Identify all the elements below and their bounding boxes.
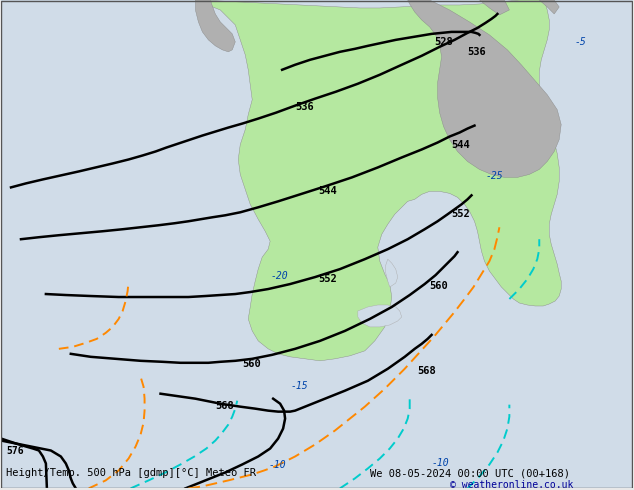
Text: 568: 568 (418, 366, 436, 376)
Text: -25: -25 (486, 172, 503, 181)
Text: -10: -10 (432, 459, 450, 468)
Text: -20: -20 (270, 271, 288, 281)
Text: Height/Temp. 500 hPa [gdmp][°C] Meteo FR: Height/Temp. 500 hPa [gdmp][°C] Meteo FR (6, 468, 256, 478)
Polygon shape (479, 0, 509, 15)
Text: 568: 568 (216, 401, 234, 411)
Polygon shape (408, 0, 561, 177)
Polygon shape (540, 0, 559, 14)
Text: 544: 544 (318, 186, 337, 196)
Text: -15: -15 (290, 381, 307, 391)
Text: 536: 536 (467, 47, 486, 57)
Text: 576: 576 (6, 445, 23, 456)
Text: 552: 552 (318, 274, 337, 284)
Text: 552: 552 (451, 209, 470, 220)
Polygon shape (195, 0, 235, 52)
Polygon shape (358, 305, 402, 327)
Text: -5: -5 (574, 37, 586, 47)
Text: 528: 528 (435, 37, 453, 47)
Text: © weatheronline.co.uk: © weatheronline.co.uk (450, 480, 573, 490)
Text: 560: 560 (430, 281, 448, 291)
Text: We 08-05-2024 00:00 UTC (00+168): We 08-05-2024 00:00 UTC (00+168) (370, 468, 570, 478)
Text: -10: -10 (268, 461, 286, 470)
Text: 544: 544 (451, 140, 470, 149)
Text: 560: 560 (242, 359, 261, 369)
Text: 536: 536 (295, 101, 314, 112)
Polygon shape (385, 259, 398, 287)
Polygon shape (195, 0, 561, 361)
